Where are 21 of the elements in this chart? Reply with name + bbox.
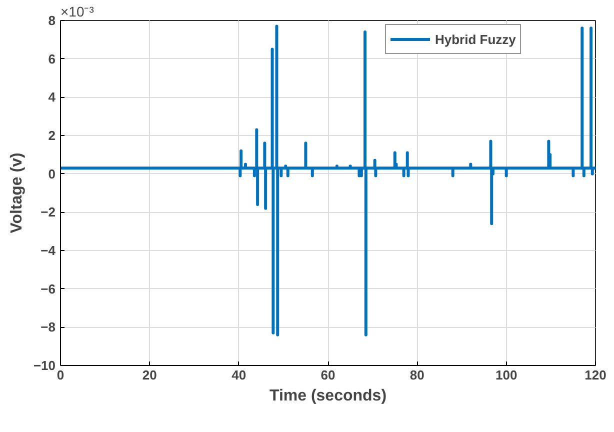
line-series xyxy=(60,24,596,336)
y-tick-label: 2 xyxy=(48,128,56,143)
y-tick-label: −10 xyxy=(33,358,56,373)
x-tick-label: 20 xyxy=(142,368,157,382)
y-tick-label: 4 xyxy=(48,90,56,105)
y-axis-title: Voltage (v) xyxy=(8,152,26,234)
legend-label: Hybrid Fuzzy xyxy=(435,32,516,46)
x-tick-label: 120 xyxy=(584,368,606,382)
x-tick-label: 80 xyxy=(410,368,424,382)
y-tick-label: −8 xyxy=(40,320,56,335)
text: ×10⁻³ xyxy=(60,4,94,20)
x-axis-title: Time (seconds) xyxy=(269,388,387,404)
x-tick-label: 40 xyxy=(232,368,246,382)
y-tick-label: 0 xyxy=(48,166,56,182)
y-tick-label: 6 xyxy=(48,51,56,66)
x-tick-label: 60 xyxy=(320,368,336,382)
y-tick-label: 8 xyxy=(48,13,56,28)
y-tick-label: −6 xyxy=(40,281,56,296)
y-tick-label: −2 xyxy=(40,204,56,220)
x-tick-label: 100 xyxy=(495,368,518,382)
y-tick-label: −4 xyxy=(40,243,56,258)
